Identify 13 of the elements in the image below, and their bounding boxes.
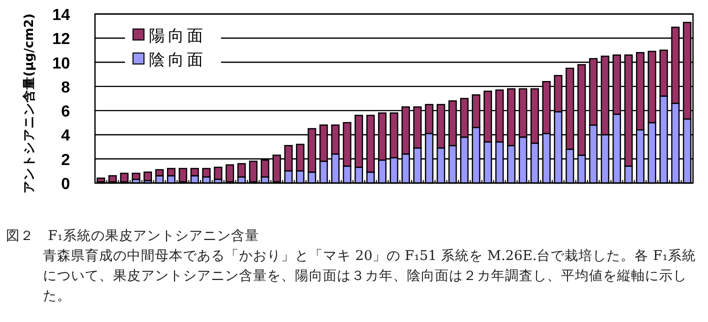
y-tick-label: 0 <box>61 176 70 193</box>
text: 青森県育成の中間母本である「かおり」と「マキ 20」の F₁51 系統を M.26E.台で栽培した。各 F₁系統について、果皮アントシアニン含量を、陽向面は３カ年、陰向面は２カ年調査し、平均値を縦軸に示した。 <box>43 247 697 306</box>
legend-label: 陽向面 <box>149 26 206 45</box>
y-tick-label: 12 <box>52 31 70 48</box>
y-tick-label: 14 <box>52 7 70 24</box>
text: 図２ F₁系統の果皮アントシアニン含量 <box>6 227 260 246</box>
legend-label: 陰向面 <box>149 50 206 69</box>
y-tick-label: 4 <box>61 128 70 145</box>
y-tick-label: 10 <box>52 55 70 72</box>
y-axis-title: アントシアニン含量(μg/cm2) <box>21 13 36 194</box>
y-tick-label: 6 <box>61 104 70 121</box>
y-tick-label: 2 <box>61 152 70 169</box>
y-tick-label: 8 <box>61 79 70 96</box>
